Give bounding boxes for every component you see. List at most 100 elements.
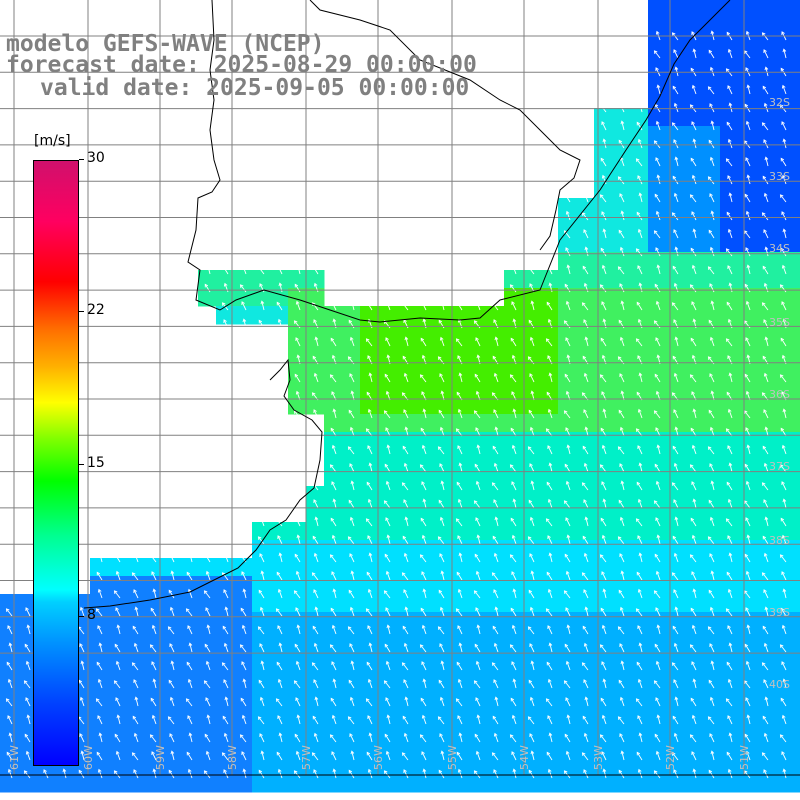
wind-cell: [594, 756, 613, 775]
wind-arrow-head: [205, 607, 209, 611]
wind-arrow: [171, 571, 175, 581]
wind-arrow-head: [277, 715, 281, 719]
wind-cell: [756, 306, 775, 325]
wind-arrow-head: [781, 481, 785, 485]
wind-arrow-head: [294, 553, 299, 558]
wind-arrow-head: [583, 552, 588, 557]
wind-arrow-head: [530, 750, 535, 755]
wind-arrow-head: [421, 624, 426, 629]
wind-cell: [432, 666, 451, 685]
wind-arrow-head: [385, 480, 390, 485]
wind-cell: [792, 414, 800, 433]
wind-arrow-head: [672, 445, 677, 450]
wind-cell: [594, 738, 613, 757]
wind-arrow-head: [692, 138, 697, 143]
wind-cell: [774, 684, 793, 703]
wind-arrow: [636, 212, 643, 221]
wind-arrow: [386, 481, 391, 491]
wind-arrow: [708, 50, 715, 59]
latitude-label: 33S: [769, 170, 790, 183]
wind-cell: [792, 198, 800, 217]
wind-cell: [396, 450, 415, 469]
wind-arrow: [366, 518, 373, 527]
wind-cell: [432, 720, 451, 739]
wind-cell: [756, 18, 775, 37]
wind-arrow-head: [530, 300, 535, 305]
wind-arrow-head: [440, 480, 445, 485]
wind-arrow-head: [203, 770, 208, 774]
wind-arrow-head: [492, 535, 497, 540]
wind-arrow-head: [583, 319, 587, 323]
wind-arrow-head: [438, 499, 443, 504]
wind-cell: [738, 234, 757, 253]
wind-arrow-head: [529, 696, 534, 701]
wind-arrow: [312, 662, 319, 671]
wind-arrow: [367, 445, 373, 455]
wind-cell: [630, 270, 649, 289]
wind-arrow: [349, 373, 355, 383]
wind-arrow-head: [311, 482, 316, 486]
wind-arrow-head: [206, 714, 211, 719]
wind-arrow-head: [457, 355, 461, 359]
wind-cell: [702, 234, 721, 253]
wind-cell: [414, 486, 433, 505]
wind-arrow-head: [727, 48, 732, 53]
wind-arrow-head: [728, 372, 733, 377]
wind-arrow: [636, 698, 643, 707]
wind-cell: [360, 756, 379, 775]
wind-arrow: [780, 608, 787, 617]
wind-cell: [738, 738, 757, 757]
wind-arrow-head: [745, 157, 749, 161]
wind-cell: [540, 720, 559, 739]
wind-cell: [558, 684, 577, 703]
wind-cell: [414, 360, 433, 379]
wind-arrow-head: [438, 679, 443, 684]
wind-cell: [720, 684, 739, 703]
wind-cell: [648, 360, 667, 379]
wind-cell: [144, 774, 163, 793]
wind-cell: [756, 774, 775, 793]
wind-arrow-head: [258, 319, 263, 324]
wind-cell: [612, 468, 631, 487]
wind-arrow: [746, 661, 751, 671]
wind-arrow: [366, 698, 373, 707]
wind-arrow: [511, 571, 517, 581]
wind-arrow-head: [762, 355, 767, 360]
wind-cell: [360, 684, 379, 703]
wind-cell: [360, 360, 379, 379]
wind-arrow-head: [402, 625, 407, 630]
wind-cell: [756, 234, 775, 253]
wind-arrow-head: [529, 463, 533, 467]
wind-arrow: [747, 85, 751, 95]
wind-arrow: [709, 373, 715, 383]
wind-arrow: [420, 608, 427, 617]
wind-arrow: [639, 463, 643, 473]
wind-arrow: [656, 571, 661, 581]
wind-arrow: [674, 463, 679, 473]
wind-arrow: [438, 536, 445, 545]
wind-cell: [198, 702, 217, 721]
wind-cell: [468, 342, 487, 361]
wind-arrow-head: [512, 678, 517, 683]
wind-arrow: [637, 175, 643, 185]
wind-arrow-head: [619, 246, 624, 251]
wind-arrow-head: [204, 283, 209, 288]
longitude-label: 58W: [226, 745, 239, 770]
wind-arrow: [405, 607, 409, 617]
latitude-label: 32S: [769, 96, 790, 109]
wind-cell: [450, 720, 469, 739]
wind-cell: [558, 342, 577, 361]
wind-arrow-head: [6, 661, 11, 666]
wind-cell: [792, 324, 800, 343]
wind-cell: [594, 702, 613, 721]
wind-arrow: [691, 571, 697, 581]
coastline: [83, 0, 731, 609]
wind-arrow-head: [383, 410, 388, 414]
wind-arrow-head: [653, 50, 658, 54]
wind-arrow: [618, 446, 625, 455]
wind-cell: [738, 54, 757, 73]
wind-arrow: [530, 697, 535, 707]
colorbar-tick-22: 22: [79, 302, 105, 318]
wind-arrow-head: [456, 661, 461, 666]
